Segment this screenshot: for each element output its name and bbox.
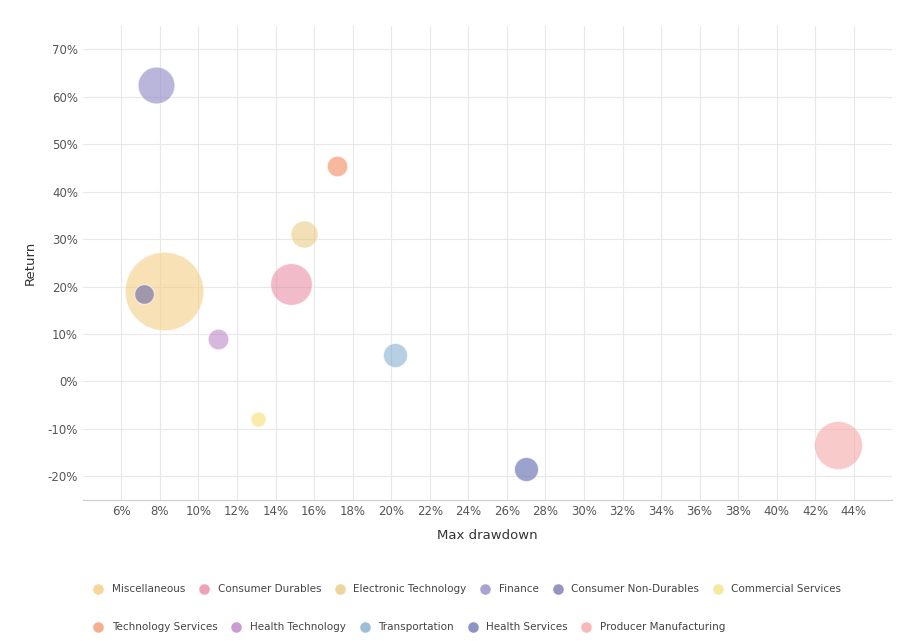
Legend: Technology Services, Health Technology, Transportation, Health Services, Produce: Technology Services, Health Technology, … [88,622,724,632]
Point [330,160,345,171]
Point [137,288,152,299]
X-axis label: Max drawdown: Max drawdown [437,529,538,542]
Y-axis label: Return: Return [23,240,37,285]
Point [297,229,312,240]
Point [210,333,225,344]
Point [283,279,298,289]
Point [518,464,533,474]
Point [387,350,402,360]
Point [830,440,845,451]
Point [149,79,164,90]
Point [156,286,171,296]
Point [251,414,266,424]
